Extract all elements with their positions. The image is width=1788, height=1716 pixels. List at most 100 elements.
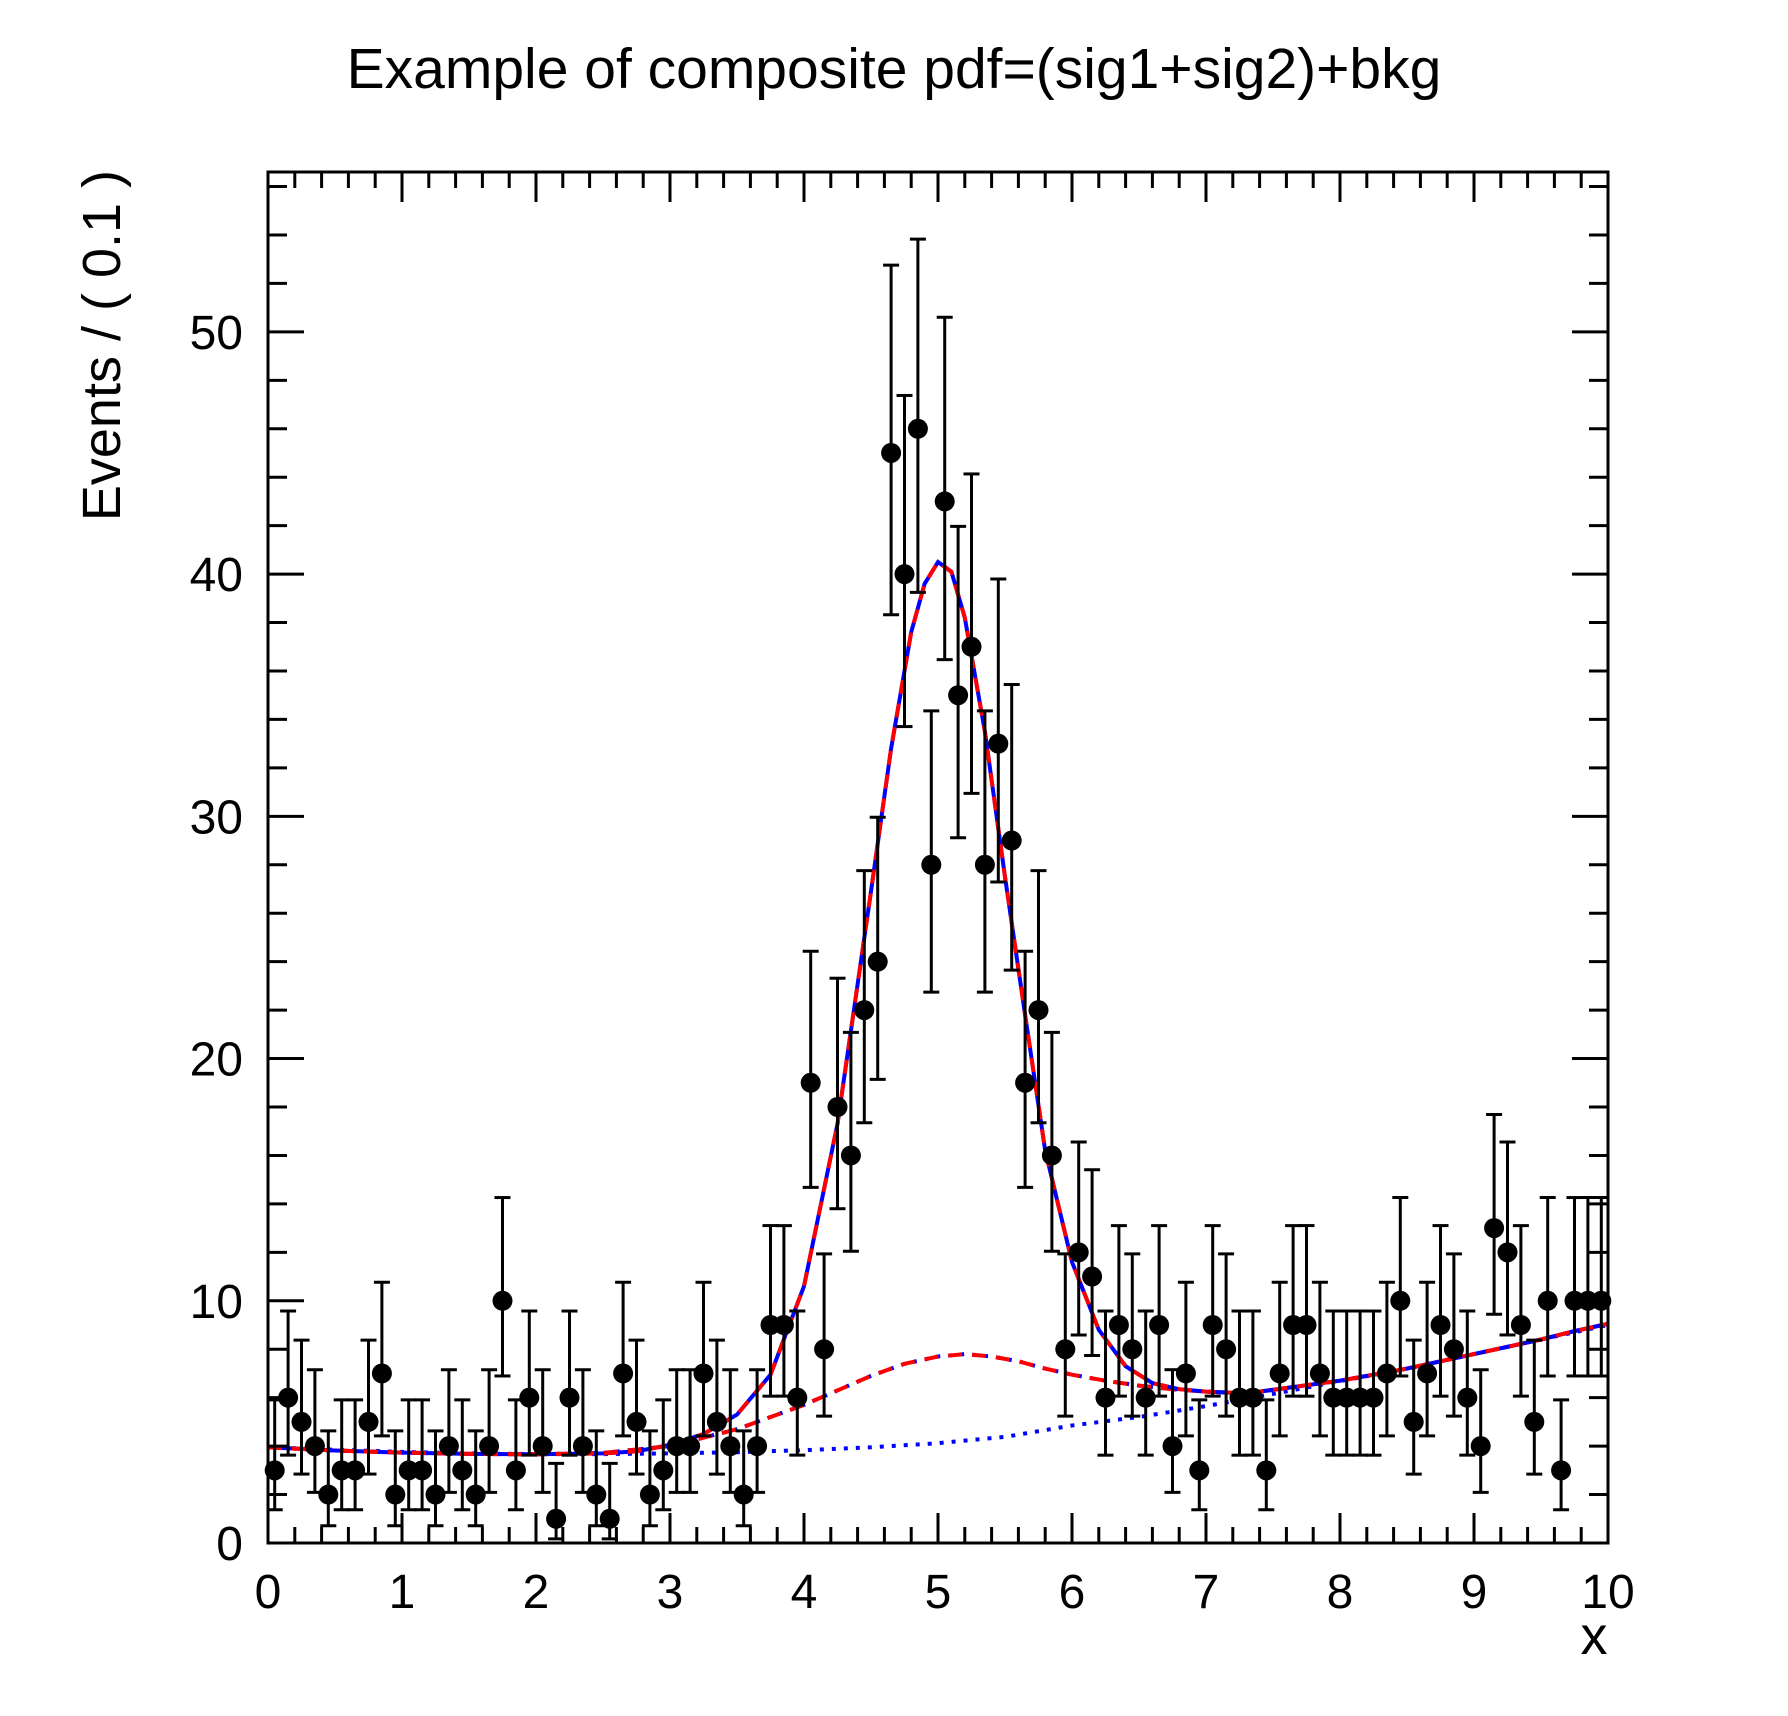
data-point — [693, 1280, 714, 1438]
data-point-marker — [1135, 1387, 1156, 1408]
data-point-marker — [653, 1460, 674, 1481]
data-point-marker — [854, 1000, 875, 1021]
data-point-marker — [1149, 1314, 1170, 1335]
data-point-marker — [693, 1363, 714, 1384]
data-point — [1309, 1280, 1330, 1438]
data-point — [1470, 1368, 1491, 1494]
data-point-marker — [318, 1484, 339, 1505]
x-tick-label: 9 — [1461, 1566, 1488, 1619]
y-axis-title: Events / ( 0.1 ) — [72, 170, 132, 521]
data-point-marker — [1524, 1411, 1545, 1432]
data-point — [1417, 1280, 1438, 1438]
x-tick-label: 4 — [791, 1566, 818, 1619]
data-point — [1484, 1112, 1505, 1316]
data-point-marker — [733, 1484, 754, 1505]
data-point — [1055, 1252, 1076, 1418]
data-point — [1028, 869, 1049, 1125]
x-tick-label: 8 — [1327, 1566, 1354, 1619]
data-point — [653, 1398, 674, 1512]
data-point-marker — [1403, 1411, 1424, 1432]
data-point-marker — [1189, 1460, 1210, 1481]
chart-title: Example of composite pdf=(sig1+sig2)+bkg — [347, 37, 1442, 101]
data-point-marker — [1055, 1339, 1076, 1360]
data-point — [1403, 1338, 1424, 1476]
data-point-marker — [814, 1339, 835, 1360]
data-point-marker — [1108, 1314, 1129, 1335]
data-point — [492, 1196, 513, 1378]
data-point-marker — [974, 854, 995, 875]
data-point — [814, 1252, 835, 1418]
data-point-marker — [1443, 1339, 1464, 1360]
data-point-marker — [1122, 1339, 1143, 1360]
data-point — [385, 1429, 406, 1528]
data-point-marker — [1510, 1314, 1531, 1335]
data-point-marker — [505, 1460, 526, 1481]
data-point-marker — [452, 1460, 473, 1481]
data-point — [1443, 1252, 1464, 1418]
data-point-marker — [385, 1484, 406, 1505]
data-point — [827, 976, 848, 1211]
data-point — [639, 1429, 660, 1528]
data-point — [1510, 1224, 1531, 1398]
x-tick-label: 6 — [1059, 1566, 1086, 1619]
data-point — [988, 577, 1009, 884]
data-point — [934, 315, 955, 662]
data-point-marker — [1390, 1290, 1411, 1311]
data-point-marker — [1082, 1266, 1103, 1287]
data-point — [1350, 1309, 1371, 1457]
data-point — [425, 1429, 446, 1528]
data-point — [452, 1398, 473, 1512]
data-point-marker — [894, 564, 915, 585]
x-tick-label: 1 — [389, 1566, 416, 1619]
data-point — [519, 1309, 540, 1457]
data-point — [1122, 1252, 1143, 1418]
data-point — [1537, 1196, 1558, 1378]
data-point — [1162, 1368, 1183, 1494]
data-point — [948, 524, 969, 840]
data-point — [278, 1309, 299, 1457]
data-point-marker — [345, 1460, 366, 1481]
data-point — [1336, 1309, 1357, 1457]
data-point — [1457, 1309, 1478, 1457]
data-point — [1430, 1224, 1451, 1398]
data-point — [1376, 1280, 1397, 1438]
data-point — [532, 1368, 553, 1494]
data-point-marker — [546, 1508, 567, 1529]
data-point-marker — [680, 1436, 701, 1457]
x-tick-label: 3 — [657, 1566, 684, 1619]
data-point — [358, 1338, 379, 1476]
data-point — [626, 1338, 647, 1476]
data-point-marker — [412, 1460, 433, 1481]
data-point — [586, 1429, 607, 1528]
data-point-marker — [867, 951, 888, 972]
data-point-marker — [626, 1411, 647, 1432]
data-point-marker — [1256, 1460, 1277, 1481]
data-points — [264, 237, 1612, 1541]
data-point — [706, 1338, 727, 1476]
data-point-marker — [1497, 1242, 1518, 1263]
data-point-marker — [358, 1411, 379, 1432]
data-point-marker — [948, 685, 969, 706]
data-point — [800, 949, 821, 1189]
data-point-marker — [586, 1484, 607, 1505]
data-point — [1001, 682, 1022, 972]
data-point-marker — [961, 636, 982, 657]
data-point-marker — [304, 1436, 325, 1457]
data-point-marker — [1417, 1363, 1438, 1384]
pdf-curves — [267, 559, 1609, 1457]
data-point-marker — [1202, 1314, 1223, 1335]
data-point — [371, 1280, 392, 1438]
data-point — [1256, 1398, 1277, 1512]
data-point — [921, 709, 942, 994]
data-point — [613, 1280, 634, 1438]
data-point — [438, 1368, 459, 1494]
data-point — [1564, 1196, 1585, 1378]
data-point-marker — [1095, 1387, 1116, 1408]
data-point-marker — [1216, 1339, 1237, 1360]
axis-ticks — [266, 172, 1610, 1545]
data-point — [546, 1461, 567, 1541]
data-point — [1108, 1224, 1129, 1398]
data-point — [465, 1429, 486, 1528]
data-point-marker — [840, 1145, 861, 1166]
